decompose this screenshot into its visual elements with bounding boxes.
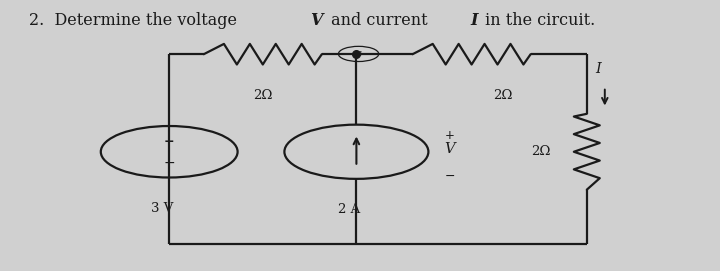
Text: +: + [445,129,455,142]
Text: −: − [445,170,455,183]
Text: a: a [356,49,361,59]
Text: 2Ω: 2Ω [531,145,551,158]
Text: 2Ω: 2Ω [253,89,272,102]
Text: and current: and current [326,12,438,29]
Text: V: V [310,12,323,29]
Text: 2Ω: 2Ω [493,89,513,102]
Text: +: + [164,135,174,148]
Text: I: I [595,62,600,76]
Text: 2 A: 2 A [338,203,360,216]
Text: 3 V: 3 V [150,202,174,215]
Text: −: − [163,156,175,170]
Text: 2.  Determine the voltage: 2. Determine the voltage [29,12,247,29]
Text: V: V [445,142,455,156]
Text: in the circuit.: in the circuit. [480,12,595,29]
Text: I: I [471,12,478,29]
